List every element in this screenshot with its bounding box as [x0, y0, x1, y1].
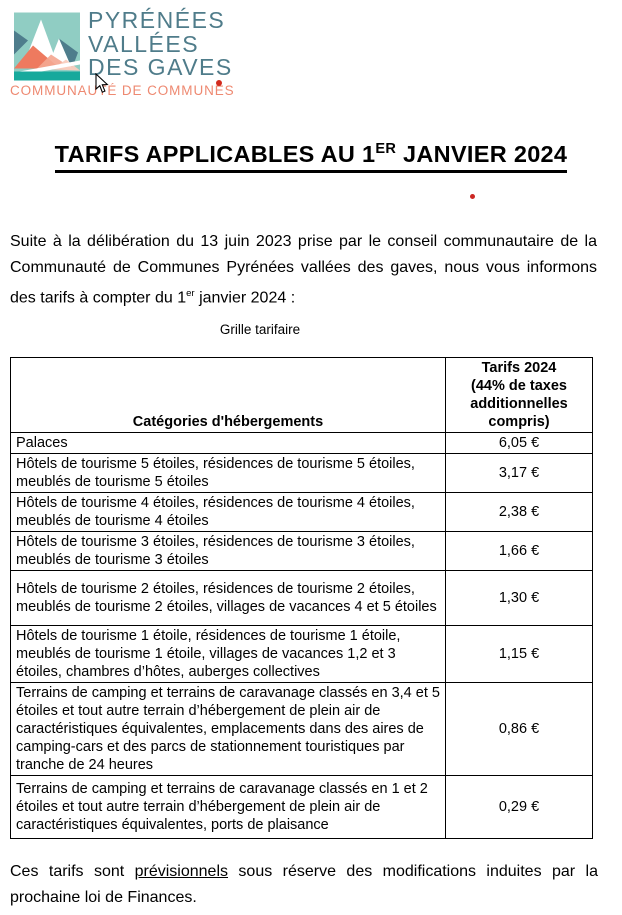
intro-part1: Suite à la délibération du 13 juin 2023 … [10, 233, 597, 307]
table-row: Hôtels de tourisme 2 étoiles, résidences… [10, 570, 593, 626]
price-cell: 0,86 € [445, 682, 593, 776]
note-paragraph: Ces tarifs sont prévisionnels sous réser… [10, 859, 598, 910]
page-title-part2: JANVIER 2024 [396, 141, 568, 167]
category-cell: Hôtels de tourisme 3 étoiles, résidences… [10, 531, 446, 571]
logo-subtitle: COMMUNAUTÉ DE COMMUNES [10, 83, 235, 98]
category-cell: Hôtels de tourisme 4 étoiles, résidences… [10, 492, 446, 532]
tariff-table: Catégories d'hébergements Tarifs 2024 (4… [10, 357, 593, 839]
intro-superscript: er [186, 288, 195, 299]
tariffs-header-line: Tarifs 2024 [481, 360, 557, 376]
logo-line-1: PYRÉNÉES [88, 7, 226, 33]
price-cell: 2,38 € [445, 492, 593, 532]
category-cell: Terrains de camping et terrains de carav… [10, 682, 446, 776]
table-caption: Grille tarifaire [219, 322, 301, 337]
logo-line-2: VALLÉES [88, 30, 200, 57]
mouse-cursor-icon [95, 73, 109, 93]
table-header-row: Catégories d'hébergements Tarifs 2024 (4… [10, 357, 593, 433]
price-cell: 1,66 € [445, 531, 593, 571]
logo-line-3: DES GAVES [88, 54, 233, 80]
title-red-dot [470, 194, 475, 199]
page-title-underline: TARIFS APPLICABLES AU 1ER JANVIER 2024 [54, 141, 568, 173]
category-cell: Palaces [10, 432, 446, 454]
tariffs-header-line: (44% de taxes [471, 378, 567, 394]
intro-part2: janvier 2024 : [194, 289, 296, 307]
table-row: Hôtels de tourisme 3 étoiles, résidences… [10, 531, 593, 571]
table-row: Terrains de camping et terrains de carav… [10, 682, 593, 776]
price-cell: 0,29 € [445, 775, 593, 839]
note-underlined-word: prévisionnels [134, 863, 229, 880]
intro-paragraph: Suite à la délibération du 13 juin 2023 … [10, 229, 597, 311]
price-cell: 1,30 € [445, 570, 593, 626]
table-row: Hôtels de tourisme 5 étoiles, résidences… [10, 453, 593, 493]
category-cell: Hôtels de tourisme 1 étoile, résidences … [10, 625, 446, 683]
logo-mountains-icon [14, 12, 80, 81]
note-part1: Ces tarifs sont [10, 863, 135, 880]
price-cell: 1,15 € [445, 625, 593, 683]
column-header-categories: Catégories d'hébergements [10, 357, 446, 433]
page-title-superscript: ER [375, 141, 397, 158]
page-title: TARIFS APPLICABLES AU 1ER JANVIER 2024 [0, 141, 622, 173]
table-row: Terrains de camping et terrains de carav… [10, 775, 593, 839]
category-cell: Hôtels de tourisme 5 étoiles, résidences… [10, 453, 446, 493]
column-header-tariffs: Tarifs 2024 (44% de taxes additionnelles… [445, 357, 593, 433]
table-row: Palaces 6,05 € [10, 432, 593, 454]
tariffs-header-line: compris) [488, 414, 550, 430]
logo-wordmark: PYRÉNÉES VALLÉES DES GAVES [88, 7, 233, 80]
note-part2: sous réserve des modifications induites … [10, 863, 598, 906]
page-title-part1: TARIFS APPLICABLES AU 1 [54, 141, 376, 167]
logo-red-dot [216, 80, 222, 86]
table-row: Hôtels de tourisme 1 étoile, résidences … [10, 625, 593, 683]
category-cell: Hôtels de tourisme 2 étoiles, résidences… [10, 570, 446, 626]
category-cell: Terrains de camping et terrains de carav… [10, 775, 446, 839]
price-cell: 6,05 € [445, 432, 593, 454]
table-row: Hôtels de tourisme 4 étoiles, résidences… [10, 492, 593, 532]
price-cell: 3,17 € [445, 453, 593, 493]
tariffs-header-line: additionnelles [470, 396, 568, 412]
